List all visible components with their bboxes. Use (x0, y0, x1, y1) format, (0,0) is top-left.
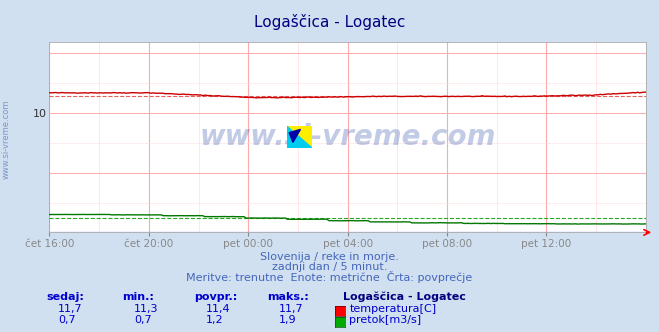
Text: Logaščica - Logatec: Logaščica - Logatec (254, 14, 405, 30)
Text: www.si-vreme.com: www.si-vreme.com (2, 100, 11, 179)
Text: maks.:: maks.: (267, 292, 308, 302)
Text: 0,7: 0,7 (134, 315, 152, 325)
Text: zadnji dan / 5 minut.: zadnji dan / 5 minut. (272, 262, 387, 272)
Text: 11,4: 11,4 (206, 304, 231, 314)
Text: Logaščica - Logatec: Logaščica - Logatec (343, 292, 465, 302)
Text: 0,7: 0,7 (58, 315, 76, 325)
Polygon shape (289, 129, 301, 142)
Text: temperatura[C]: temperatura[C] (349, 304, 436, 314)
Text: min.:: min.: (122, 292, 154, 302)
Text: 11,3: 11,3 (134, 304, 158, 314)
Text: povpr.:: povpr.: (194, 292, 238, 302)
Text: pretok[m3/s]: pretok[m3/s] (349, 315, 421, 325)
Text: 11,7: 11,7 (279, 304, 303, 314)
Polygon shape (287, 126, 312, 148)
Polygon shape (287, 126, 312, 148)
Text: 1,2: 1,2 (206, 315, 224, 325)
Text: sedaj:: sedaj: (46, 292, 84, 302)
Text: Slovenija / reke in morje.: Slovenija / reke in morje. (260, 252, 399, 262)
Text: www.si-vreme.com: www.si-vreme.com (200, 123, 496, 151)
Text: 11,7: 11,7 (58, 304, 82, 314)
Text: 1,9: 1,9 (279, 315, 297, 325)
Text: Meritve: trenutne  Enote: metrične  Črta: povprečje: Meritve: trenutne Enote: metrične Črta: … (186, 271, 473, 283)
